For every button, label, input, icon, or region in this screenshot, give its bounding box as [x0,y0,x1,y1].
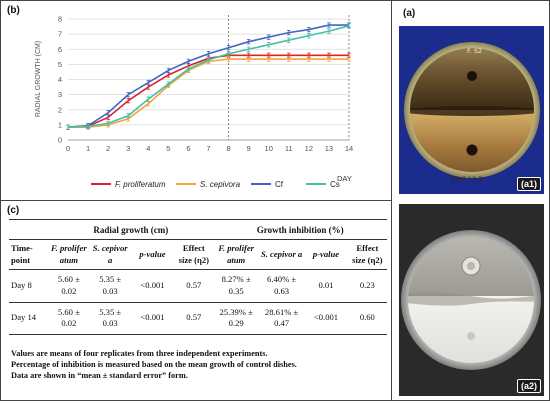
x-tick-label: 13 [325,144,333,153]
cell-gi-p: 0.01 [318,280,334,291]
y-axis-label: RADIAL GROWTH (CM) [35,41,42,117]
panel-c-label: (c) [7,205,20,216]
cell-rg-effect: 0.57 [186,312,202,323]
cell-gi-sc: 6.40% ± 0.63 [267,274,297,296]
results-table: Radial growth (cm) Growth inhibition (%)… [9,219,387,335]
cell-rg-p: <0.001 [140,312,165,323]
dish-photos-panel: (a) [392,0,550,401]
x-tick-label: 6 [186,144,190,153]
cell-timepoint: Day 14 [11,312,37,323]
cell-gi-sc: 28.61% ± 0.47 [264,306,299,329]
results-table-panel: (c) Radial growth (cm) Growth inhibition… [0,201,392,401]
y-tick-label: 8 [58,15,62,24]
x-tick-label: 3 [126,144,130,153]
dish-a1-image [404,42,540,178]
dish-photo-a2: (a2) [399,204,544,396]
table-notes: Values are means of four replicates from… [11,349,387,382]
col-header-fp: F. prolifer atum [48,239,90,271]
x-tick-label: 10 [265,144,273,153]
x-tick-label: 4 [146,144,150,153]
y-tick-label: 0 [58,136,62,145]
x-tick-label: 12 [305,144,313,153]
series-line [67,54,349,128]
note-line: Values are means of four replicates from… [11,349,268,358]
col-header-effect: Effect size (η2) [347,239,387,271]
x-tick-label: 5 [166,144,170,153]
x-tick-label: 1 [86,144,90,153]
growth-chart-panel: (b) 0 1 2 3 4 5 6 7 8 0 1 2 3 4 5 6 7 8 9 10 11 12 13 14 RADIAL… [0,0,392,201]
cell-rg-sc: 5.35 ± 0.03 [99,274,122,296]
y-tick-label: 2 [58,105,62,114]
note-line: Percentage of inhibition is measured bas… [11,359,297,369]
x-tick-label: 7 [206,144,210,153]
table-row: Day 8 5.60 ± 0.02 5.35 ± 0.03 <0.001 0.5… [9,270,387,303]
cell-rg-p: <0.001 [140,280,165,291]
y-tick-label: 7 [58,30,62,39]
col-header-effect: Effect size (η2) [174,239,214,271]
y-tick-label: 4 [58,75,62,84]
dish-photo-a1: F. S2 Abril 13.3 (a1) [399,26,544,194]
y-tick-label: 3 [58,90,62,99]
panel-a-label: (a) [403,8,416,19]
x-tick-label: 0 [66,144,70,153]
col-header-sc: S. cepivor a [258,239,305,271]
col-header-fp: F. prolifer atum [213,239,259,271]
note-line: Data are shown in “mean ± standard error… [11,370,188,380]
dish-a2-image [401,230,541,370]
col-header-sc: S. cepivor a [89,239,131,271]
table-row: Day 14 5.60 ± 0.02 5.35 ± 0.03 <0.001 0.… [9,302,387,335]
cell-gi-p: <0.001 [313,312,339,323]
photo-label-a1: (a1) [516,177,541,191]
cell-rg-effect: 0.57 [186,280,202,291]
x-tick-label: 14 [345,144,353,153]
group-header-inhibition: Growth inhibition (%) [213,219,387,241]
cell-gi-fp: 25.39% ± 0.29 [219,306,253,329]
y-tick-label: 1 [58,120,62,129]
group-header-radial: Radial growth (cm) [48,219,214,241]
x-axis-label: DAY [337,174,352,183]
col-header-pvalue: p-value [304,239,348,271]
cell-gi-fp: 8.27% ± 0.35 [221,274,251,296]
col-header-timepoint: Time-point [9,239,49,271]
table-corner [9,219,49,241]
y-tick-label: 6 [58,45,62,54]
legend-label: Cs [330,180,340,189]
x-tick-label: 2 [106,144,110,153]
panel-b-label: (b) [7,5,20,16]
cell-rg-fp: 5.60 ± 0.02 [57,274,80,296]
col-header-pvalue: p-value [130,239,175,271]
series-line [68,58,349,128]
photo-label-a2: (a2) [516,379,541,393]
cell-gi-effect: 0.23 [359,280,375,291]
cell-rg-fp: 5.60 ± 0.02 [57,306,80,329]
series-line [67,24,349,128]
cell-gi-effect: 0.60 [359,312,375,323]
dish-handwriting: F. S2 [467,47,483,55]
x-tick-label: 8 [226,144,230,153]
x-tick-label: 11 [285,144,293,153]
dish-handwriting: Abril 13.3 [451,175,483,183]
legend-label: S. cepivora [200,180,241,189]
cell-rg-sc: 5.35 ± 0.03 [99,306,122,329]
legend-label: F. proliferatum [115,180,166,189]
cell-timepoint: Day 8 [11,280,32,291]
legend-label: Cf [275,180,284,189]
x-tick-label: 9 [247,144,251,153]
y-tick-label: 5 [58,60,62,69]
